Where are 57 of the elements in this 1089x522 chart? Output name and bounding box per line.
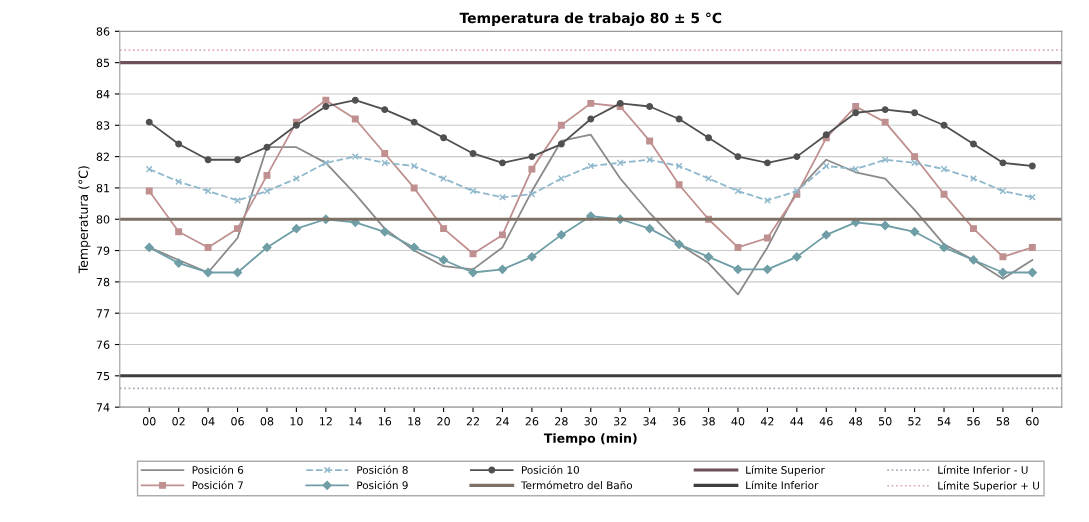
x-tick-label: 02 [172,417,185,426]
y-axis-title: Temperatura (°C) [78,166,91,274]
y-tick-label: 83 [96,121,110,130]
x-tick-label: 34 [643,417,657,426]
x-axis-title: Tiempo (min) [543,433,637,446]
y-tick-label: 76 [96,340,110,349]
x-tick-label: 08 [260,417,274,426]
y-tick-label: 81 [96,183,110,193]
x-tick-label: 24 [496,417,509,426]
x-tick-label: 16 [378,417,392,426]
x-tick-label: 54 [937,417,951,426]
legend-label: Termómetro del Baño [520,480,633,490]
x-tick-label: 06 [231,417,244,426]
x-tick-label: 50 [878,417,892,426]
x-tick-label: 56 [967,417,980,426]
legend-label: Posición 9 [357,480,408,490]
legend-label: Límite Superior + U [938,481,1039,492]
x-tick-label: 44 [790,417,804,426]
x-tick-label: 04 [201,417,215,426]
y-tick-label: 86 [96,27,110,36]
y-tick-label: 79 [96,246,110,255]
x-tick-label: 18 [408,417,421,426]
x-tick-label: 38 [702,417,715,426]
y-tick-label: 80 [96,215,110,224]
legend-label: Límite Inferior - U [938,465,1028,474]
x-tick-label: 32 [614,417,627,426]
x-tick-label: 42 [760,417,774,426]
x-tick-label: 14 [349,417,362,426]
x-tick-label: 10 [290,417,303,426]
legend-label: Posición 8 [357,465,408,474]
legend-label: Límite Superior [746,465,825,476]
x-tick-label: 26 [525,417,539,426]
x-tick-label: 52 [908,417,921,426]
chart-title: Temperatura de trabajo 80 ± 5 °C [459,12,722,26]
y-tick-label: 84 [96,89,110,99]
legend-label: Límite Inferior [746,480,819,490]
y-tick-label: 82 [96,152,109,161]
x-tick-label: 22 [466,417,479,426]
y-tick-label: 75 [96,371,110,381]
x-tick-label: 36 [672,417,686,426]
y-tick-label: 77 [96,309,110,318]
x-tick-label: 48 [849,417,863,426]
x-tick-label: 28 [555,417,568,426]
legend-label: Posición 10 [521,465,580,474]
x-tick-label: 20 [437,417,450,426]
x-tick-label: 46 [819,417,833,426]
x-tick-label: 00 [142,417,156,426]
y-tick-label: 85 [96,58,110,68]
x-tick-label: 60 [1026,417,1039,426]
y-tick-label: 74 [96,403,110,412]
x-tick-label: 58 [996,417,1010,426]
legend-label: Posición 6 [192,465,244,474]
x-tick-label: 12 [320,417,332,426]
x-tick-label: 30 [584,417,598,426]
x-tick-label: 40 [731,417,745,426]
y-tick-label: 78 [96,277,110,287]
legend-label: Posición 7 [192,480,243,490]
